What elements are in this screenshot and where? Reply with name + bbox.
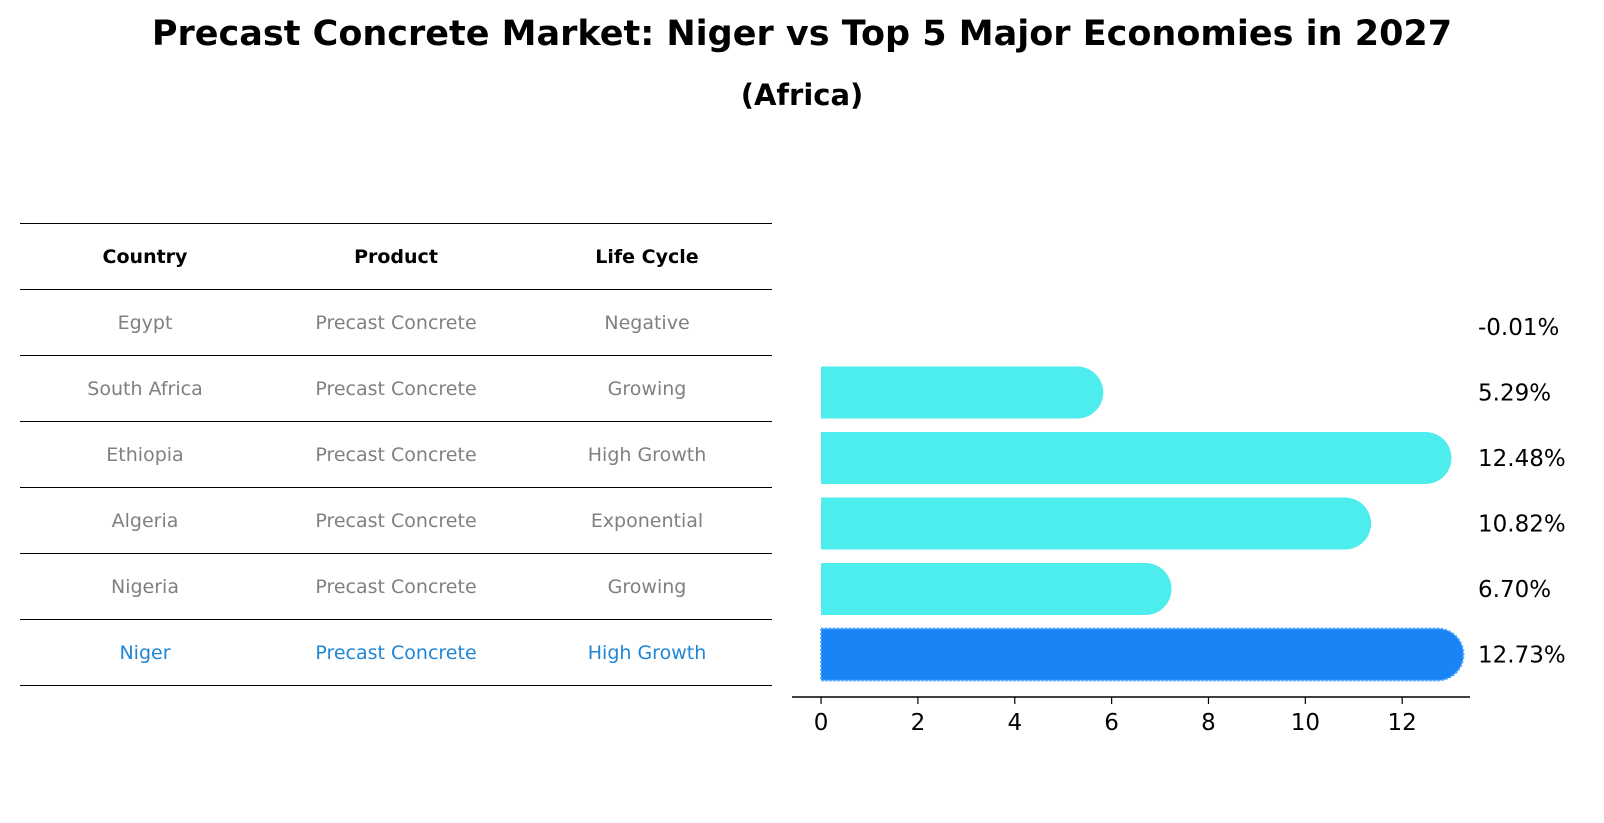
x-tick-label: 8 [1201,710,1216,736]
header-country: Country [20,223,270,290]
cell-country: Niger [20,619,270,686]
x-tick-label: 10 [1291,710,1320,736]
header-product: Product [270,223,522,290]
cell-country: Nigeria [20,553,270,620]
x-tick-label: 6 [1104,710,1119,736]
bar-nigeria [821,563,1172,615]
cell-country: Ethiopia [20,421,270,488]
table-row: Egypt Precast Concrete Negative [20,289,772,356]
bar-algeria [821,497,1372,550]
data-label: 5.29% [1478,381,1551,407]
cell-product: Precast Concrete [270,487,522,554]
cell-country: South Africa [20,355,270,422]
cell-life-cycle: Negative [522,289,772,356]
cell-product: Precast Concrete [270,289,522,356]
cell-product: Precast Concrete [270,619,522,686]
bar-south-africa [821,366,1104,419]
cell-life-cycle: High Growth [522,421,772,488]
bar-ethiopia [821,432,1452,484]
data-label: 12.73% [1478,643,1566,669]
table-row: Ethiopia Precast Concrete High Growth [20,421,772,488]
cell-life-cycle: Growing [522,355,772,422]
x-tick-label: 4 [1007,710,1022,736]
market-table: Country Product Life Cycle Egypt Precast… [20,223,772,686]
x-tick-label: 2 [911,710,926,736]
chart-title: Precast Concrete Market: Niger vs Top 5 … [151,14,1453,54]
cell-life-cycle: Exponential [522,487,772,554]
cell-product: Precast Concrete [270,355,522,422]
chart-subtitle: (Africa) [740,78,864,112]
data-label: 12.48% [1478,446,1566,472]
cell-country: Algeria [20,487,270,554]
table-row-highlight: Niger Precast Concrete High Growth [20,619,772,686]
cell-life-cycle: High Growth [522,619,772,686]
data-label: 6.70% [1478,577,1551,603]
cell-life-cycle: Growing [522,553,772,620]
table-row: Algeria Precast Concrete Exponential [20,487,772,554]
data-label: -0.01% [1478,315,1559,341]
bar-niger [820,627,1465,682]
table-row: Nigeria Precast Concrete Growing [20,553,772,620]
data-label: 10.82% [1478,512,1566,538]
x-tick-label: 12 [1388,710,1417,736]
x-tick-label: 0 [814,710,829,736]
table-header-row: Country Product Life Cycle [20,223,772,290]
cell-country: Egypt [20,289,270,356]
header-life-cycle: Life Cycle [522,223,772,290]
cell-product: Precast Concrete [270,421,522,488]
table-row: South Africa Precast Concrete Growing [20,355,772,422]
